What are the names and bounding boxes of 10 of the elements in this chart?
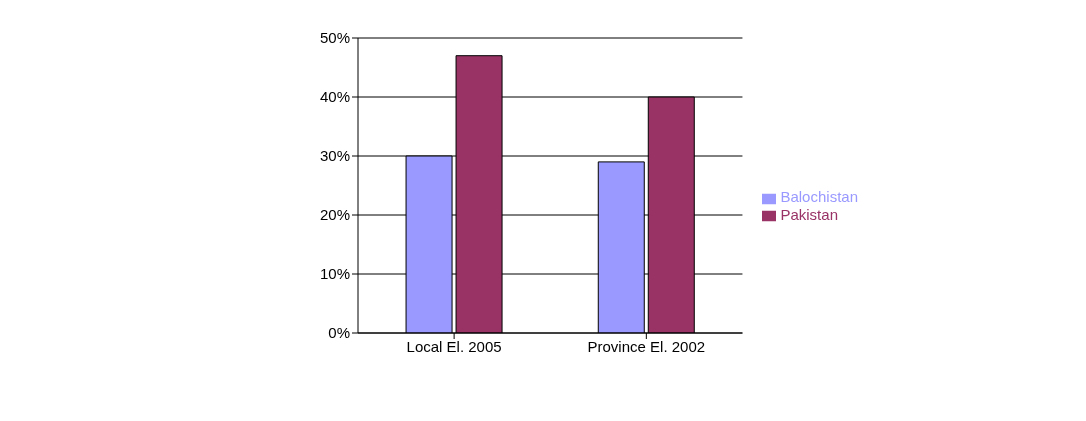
y-tick-label: 40% [319, 88, 350, 106]
y-tick-label: 0% [328, 324, 350, 342]
x-tick-label: Local El. 2005 [406, 337, 502, 355]
y-tick-label: 10% [319, 265, 350, 283]
y-tick-label: 50% [319, 29, 350, 47]
legend-label: Pakistan [780, 205, 838, 223]
x-tick-label: Province El. 2002 [587, 337, 706, 355]
y-tick-label: 30% [319, 147, 350, 165]
legend-label: Balochistan [780, 188, 858, 206]
y-tick-label: 20% [319, 206, 350, 224]
